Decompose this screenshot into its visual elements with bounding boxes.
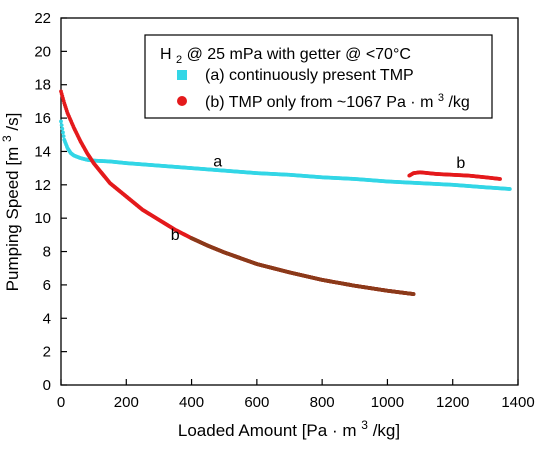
y-tick-label: 6 xyxy=(43,277,51,294)
data-point xyxy=(59,123,64,127)
legend-entry-b-mid: m xyxy=(420,94,433,111)
y-tick-label: 20 xyxy=(34,43,51,60)
x-tick-label: 400 xyxy=(179,394,204,411)
legend-swatch-b xyxy=(177,96,187,106)
annotations: a b b xyxy=(171,153,466,243)
x-axis-label-prefix: Loaded Amount [Pa xyxy=(178,421,328,440)
data-point xyxy=(498,177,502,181)
y-axis-label: Pumping Speed [m 3 /s] xyxy=(0,113,22,292)
x-tick-label: 1400 xyxy=(501,394,534,411)
legend-entry-b-dot: · xyxy=(410,94,415,111)
legend-title-rest: @ 25 mPa with getter @ <70°C xyxy=(187,46,411,63)
data-point xyxy=(507,187,512,191)
x-tick-label: 200 xyxy=(114,394,139,411)
y-tick-label: 14 xyxy=(34,143,51,160)
x-tick-label: 800 xyxy=(310,394,335,411)
x-ticks: 0 200 400 600 800 1000 1200 1400 xyxy=(57,379,535,411)
y-tick-label: 10 xyxy=(34,210,51,227)
data-point xyxy=(61,130,65,135)
y-tick-label: 16 xyxy=(34,110,51,127)
y-axis-label-prefix: Pumping Speed [m xyxy=(3,147,22,292)
y-axis-label-suffix: /s] xyxy=(3,113,22,131)
legend-title-main: H xyxy=(160,46,172,63)
legend-entry-b-suffix: /kg xyxy=(448,94,469,111)
series-layer xyxy=(59,89,512,296)
x-axis-label-dot: · xyxy=(332,421,338,440)
series-2 xyxy=(407,170,502,181)
x-tick-label: 1200 xyxy=(436,394,469,411)
data-point xyxy=(60,126,65,131)
x-axis-label: Loaded Amount [Pa · m 3 /kg] xyxy=(178,414,400,440)
y-tick-label: 22 xyxy=(34,10,51,27)
series-3 xyxy=(189,236,416,296)
legend-title-sub: 2 xyxy=(176,54,182,66)
legend-entry-a: (a) continuously present TMP xyxy=(205,67,414,84)
y-tick-label: 18 xyxy=(34,77,51,94)
legend-entry-b-prefix: (b) TMP only from ~1067 Pa xyxy=(205,94,406,111)
x-axis-label-mid: m xyxy=(342,421,356,440)
y-ticks: 0 2 4 6 8 10 12 14 16 18 20 22 xyxy=(34,10,67,394)
legend-title: H 2 @ 25 mPa with getter @ <70°C xyxy=(160,46,411,67)
data-point xyxy=(59,119,63,124)
data-point xyxy=(411,292,416,296)
x-tick-label: 600 xyxy=(244,394,269,411)
y-axis-label-sup: 3 xyxy=(0,135,14,142)
annotation-label: b xyxy=(171,227,180,244)
annotation-label: a xyxy=(213,153,222,170)
y-tick-label: 12 xyxy=(34,177,51,194)
series-1 xyxy=(59,89,416,296)
y-tick-label: 0 xyxy=(43,377,51,394)
x-tick-label: 0 xyxy=(57,394,65,411)
legend-swatch-a xyxy=(177,70,187,80)
legend-entry-b: (b) TMP only from ~1067 Pa · m 3 /kg xyxy=(205,88,470,111)
x-axis-label-suffix: /kg] xyxy=(373,421,400,440)
y-tick-label: 2 xyxy=(43,344,51,361)
plot-frame xyxy=(60,17,519,386)
legend-entry-b-sup: 3 xyxy=(438,92,444,104)
x-tick-label: 1000 xyxy=(371,394,404,411)
annotation-label: b xyxy=(456,155,465,172)
data-point xyxy=(61,134,66,139)
series-0 xyxy=(59,119,512,191)
x-axis-label-sup: 3 xyxy=(361,418,368,432)
y-tick-label: 8 xyxy=(43,244,51,261)
legend: H 2 @ 25 mPa with getter @ <70°C (a) con… xyxy=(144,34,493,119)
legend-box xyxy=(144,34,493,119)
y-tick-label: 4 xyxy=(43,310,51,327)
